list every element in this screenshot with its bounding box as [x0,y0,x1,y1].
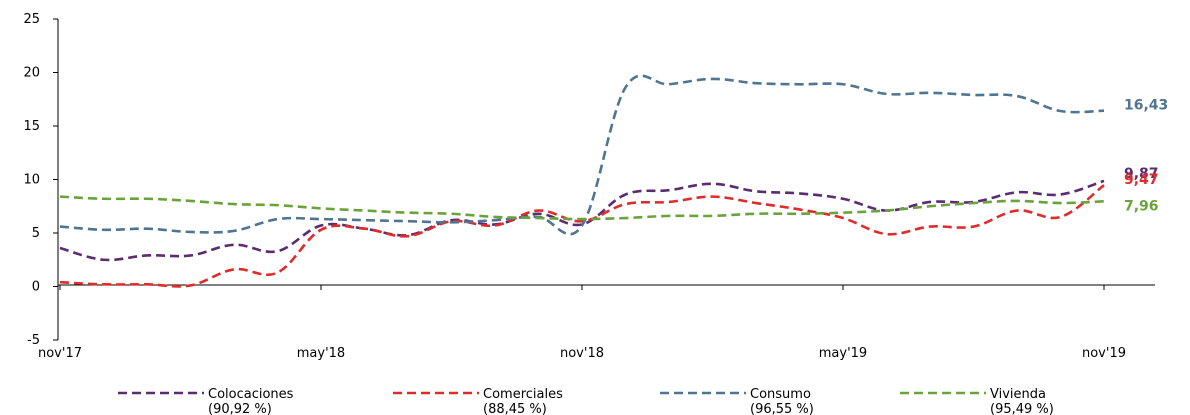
legend-item-comerciales: Comerciales(88,45 %) [393,387,563,415]
x-tick-label: nov'17 [38,346,82,361]
end-label-comerciales: 9,47 [1124,172,1159,188]
y-tick-label: 20 [23,66,40,81]
legend-label: Consumo [750,387,811,402]
legend-sublabel: (96,55 %) [750,402,814,415]
end-label-vivienda: 7,96 [1124,198,1159,214]
axes: -5 0 5 10 15 20 25 nov'17 may'18 nov'18 may'19 nov'… [23,12,1155,361]
legend-item-consumo: Consumo(96,55 %) [660,387,814,415]
x-tick-label: may'18 [297,346,345,361]
legend-sublabel: (88,45 %) [483,402,547,415]
y-tick-label: -5 [27,333,40,348]
series-line-consumo [59,74,1105,236]
series-lines [59,74,1105,288]
legend-label: Comerciales [483,387,563,402]
x-tick-label: nov'19 [1082,346,1126,361]
y-tick-label: 5 [32,226,40,241]
end-labels: 9,879,47 16,43 7,96 [1124,98,1168,215]
y-tick-label: 10 [23,173,40,188]
end-label-consumo: 16,43 [1124,98,1168,114]
series-line-vivienda [59,195,1105,221]
legend-sublabel: (90,92 %) [208,402,272,415]
x-tick-label: may'19 [819,346,867,361]
series-line-colocaciones [59,179,1105,262]
legend: Colocaciones(90,92 %) Comerciales(88,45 %… [118,387,1054,415]
series-line-comerciales [59,184,1105,288]
legend-item-colocaciones: Colocaciones(90,92 %) [118,387,294,415]
y-tick-label: 25 [23,12,40,27]
legend-item-vivienda: Vivienda(95,49 %) [900,387,1054,415]
y-tick-label: 15 [23,119,40,134]
legend-label: Colocaciones [208,387,294,402]
x-tick-label: nov'18 [560,346,604,361]
y-tick-label: 0 [32,280,40,295]
legend-label: Vivienda [990,387,1046,402]
end-label-colocaciones: 9,87 [1124,166,1159,182]
legend-sublabel: (95,49 %) [990,402,1054,415]
